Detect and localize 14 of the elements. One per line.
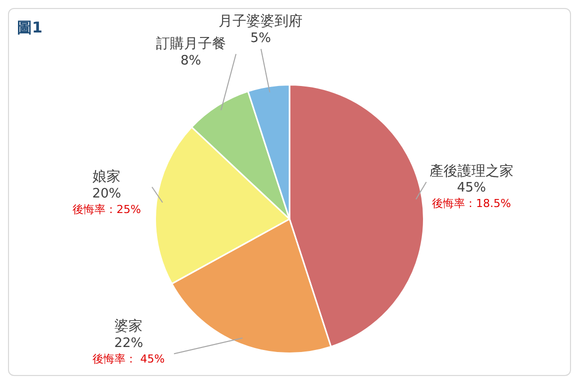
slice-label: 娘家 xyxy=(92,169,121,186)
data-label: 45% xyxy=(457,180,486,196)
text: 後悔率：25% xyxy=(72,202,141,216)
text: 後悔率： 45% xyxy=(92,352,165,366)
slice-label: 訂購月子餐 xyxy=(156,36,226,52)
data-label: 20% xyxy=(92,186,122,202)
data-label: 8% xyxy=(180,53,202,68)
slice-label: 產後護理之家 xyxy=(429,163,514,180)
slice-label: 婆家 xyxy=(114,318,143,335)
data-label: 5% xyxy=(250,30,271,46)
data-label: 22% xyxy=(114,336,144,351)
chart-title: 圖1 xyxy=(17,18,42,36)
text: 後悔率：18.5% xyxy=(432,197,511,210)
slice-label: 月子婆婆到府 xyxy=(218,14,303,30)
